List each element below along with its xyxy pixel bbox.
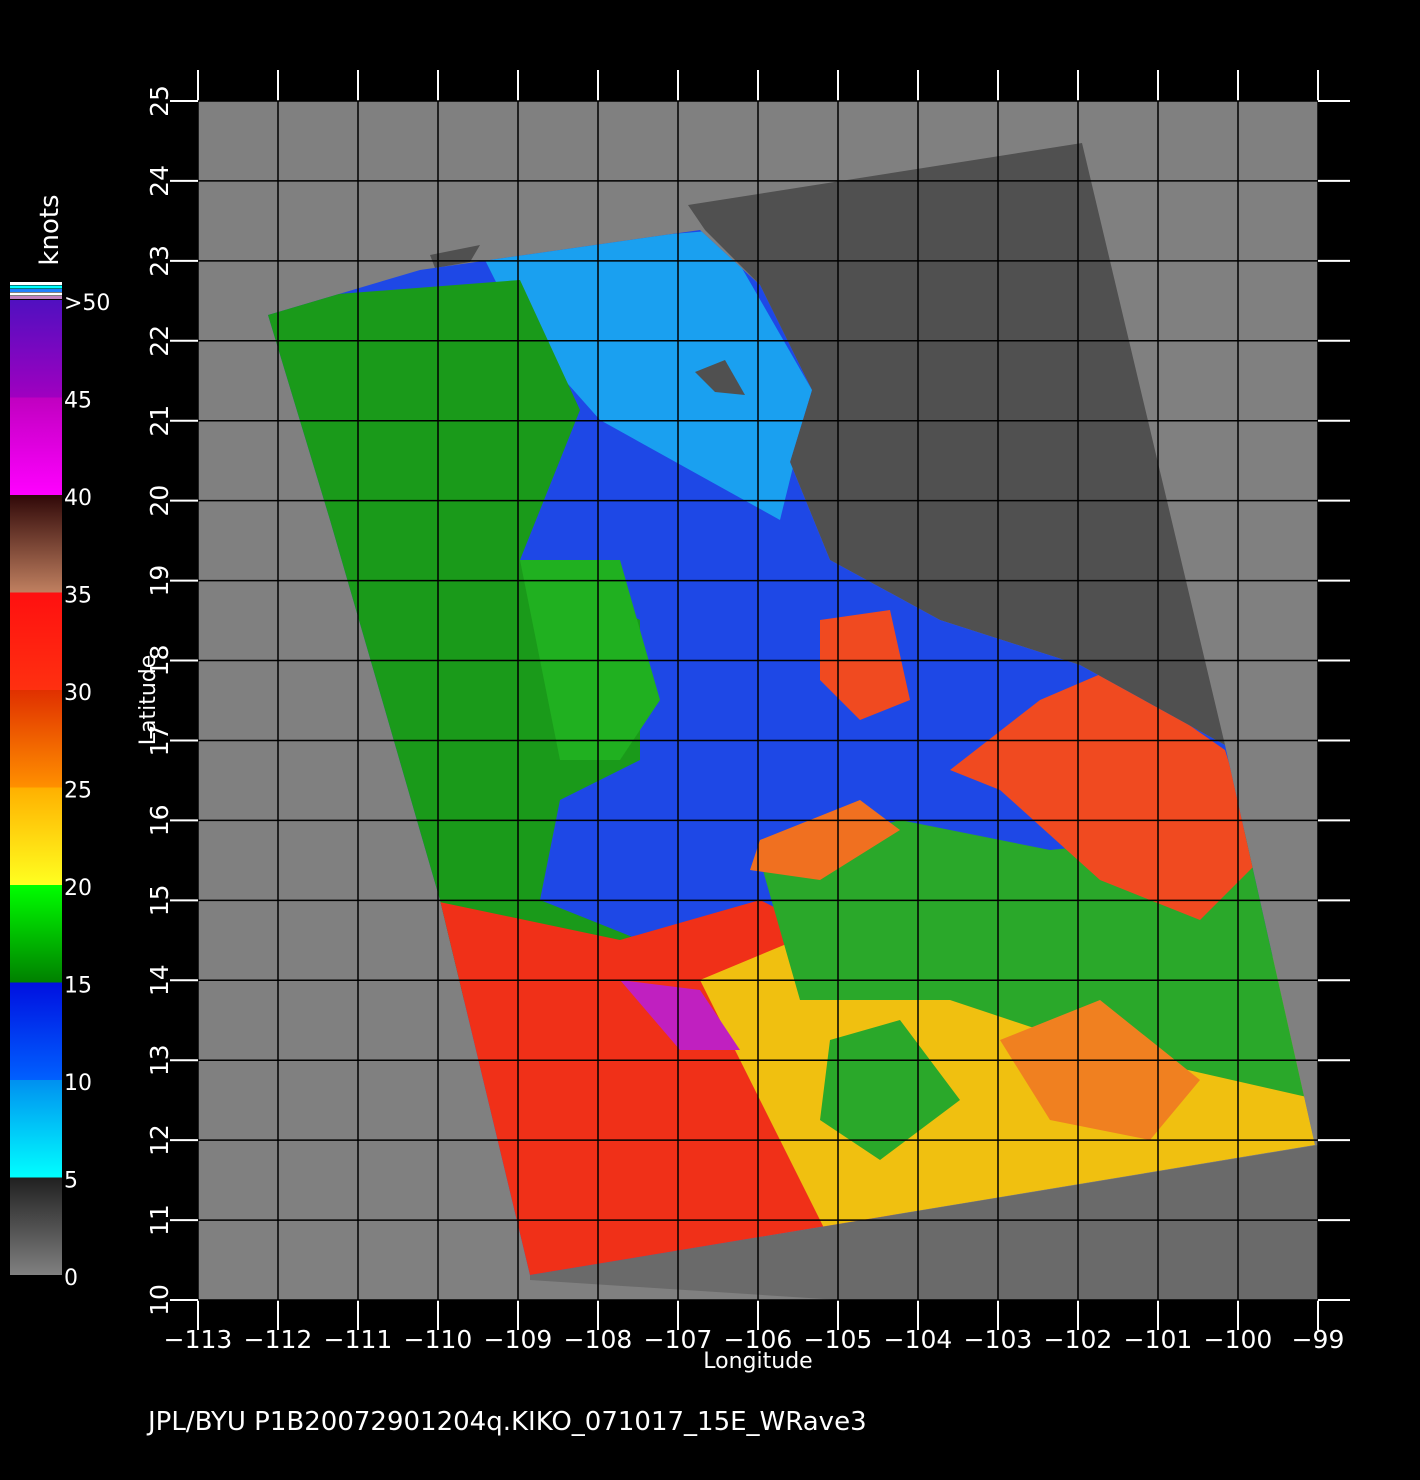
x-tick-label: −112: [244, 1325, 313, 1354]
wind-region: [620, 980, 740, 1050]
colorbar-label: 45: [64, 389, 92, 414]
x-tick-label: −101: [1124, 1325, 1193, 1354]
y-tick-label: 11: [145, 1204, 174, 1236]
colorbar-segment: [10, 885, 62, 983]
x-tick-label: −99: [1292, 1325, 1345, 1354]
x-tick-label: −110: [404, 1325, 473, 1354]
y-tick-label: 17: [145, 725, 174, 757]
x-tick-label: −106: [724, 1325, 793, 1354]
y-tick-label: 25: [145, 85, 174, 117]
y-tick-label: 12: [145, 1124, 174, 1156]
y-tick-label: 24: [145, 165, 174, 197]
wind-region: [950, 670, 1260, 920]
colorbar-label: 0: [64, 1266, 78, 1291]
y-tick-label: 16: [145, 804, 174, 836]
x-tick-label: −113: [164, 1325, 233, 1354]
x-tick-label: −107: [644, 1325, 713, 1354]
y-tick-label: 14: [145, 964, 174, 996]
colorbar-segment: [10, 690, 62, 788]
wind-region: [480, 230, 812, 520]
colorbar-cap: [10, 292, 62, 296]
y-tick-label: 21: [145, 405, 174, 437]
colorbar-segment: [10, 787, 62, 885]
colorbar-segment: [10, 592, 62, 690]
y-tick-label: 20: [145, 485, 174, 517]
colorbar-segment: [10, 300, 62, 398]
colorbar-label: 10: [64, 1071, 92, 1096]
x-tick-label: −109: [484, 1325, 553, 1354]
colorbar-segment: [10, 982, 62, 1080]
y-tick-label: 18: [145, 645, 174, 677]
wind-region: [820, 1020, 960, 1160]
colorbar-segment: [10, 495, 62, 593]
y-axis-label: Latitude: [136, 655, 161, 746]
colorbar-cap: [10, 285, 62, 289]
y-tick-label: 19: [145, 565, 174, 597]
y-tick-label: 10: [145, 1284, 174, 1316]
island: [695, 360, 745, 395]
y-tick-label: 13: [145, 1044, 174, 1076]
x-tick-label: −104: [884, 1325, 953, 1354]
colorbar-label: 30: [64, 681, 92, 706]
colorbar-cap: [10, 296, 62, 299]
swath-edge: [530, 1145, 1318, 1300]
land-swath: [430, 245, 480, 268]
grid: −113 −112 −111 −110 −109 −108 −107 −106 −105 −104…: [145, 70, 1350, 1354]
colorbar: 0 5 10 15 20 25 30 35 40 45 >50: [10, 282, 110, 1291]
wind-region: [820, 610, 910, 720]
colorbar-label: 5: [64, 1169, 78, 1194]
y-tick-label: 22: [145, 325, 174, 357]
x-tick-label: −108: [564, 1325, 633, 1354]
colorbar-label: 25: [64, 779, 92, 804]
colorbar-title: knots: [35, 194, 65, 265]
colorbar-cap: [10, 282, 62, 285]
x-tick-label: −100: [1204, 1325, 1273, 1354]
colorbar-segment: [10, 397, 62, 495]
y-tick-label: 15: [145, 884, 174, 916]
colorbar-label: >50: [64, 291, 110, 316]
colorbar-segment: [10, 1177, 62, 1275]
x-tick-label: −111: [324, 1325, 393, 1354]
colorbar-label: 40: [64, 486, 92, 511]
colorbar-cap: [10, 289, 62, 292]
colorbar-label: 35: [64, 584, 92, 609]
colorbar-label: 20: [64, 876, 92, 901]
colorbar-label: 15: [64, 974, 92, 999]
x-axis-label: Longitude: [703, 1349, 812, 1374]
footer: JPL/BYU P1B20072901204q.KIKO_071017_15E_…: [146, 1407, 867, 1437]
land-swath: [688, 143, 1225, 745]
colorbar-segment: [10, 1080, 62, 1178]
x-tick-label: −105: [804, 1325, 873, 1354]
y-tick-label: 23: [145, 245, 174, 277]
x-tick-label: −103: [964, 1325, 1033, 1354]
wind-region: [1000, 1000, 1200, 1140]
x-tick-label: −102: [1044, 1325, 1113, 1354]
